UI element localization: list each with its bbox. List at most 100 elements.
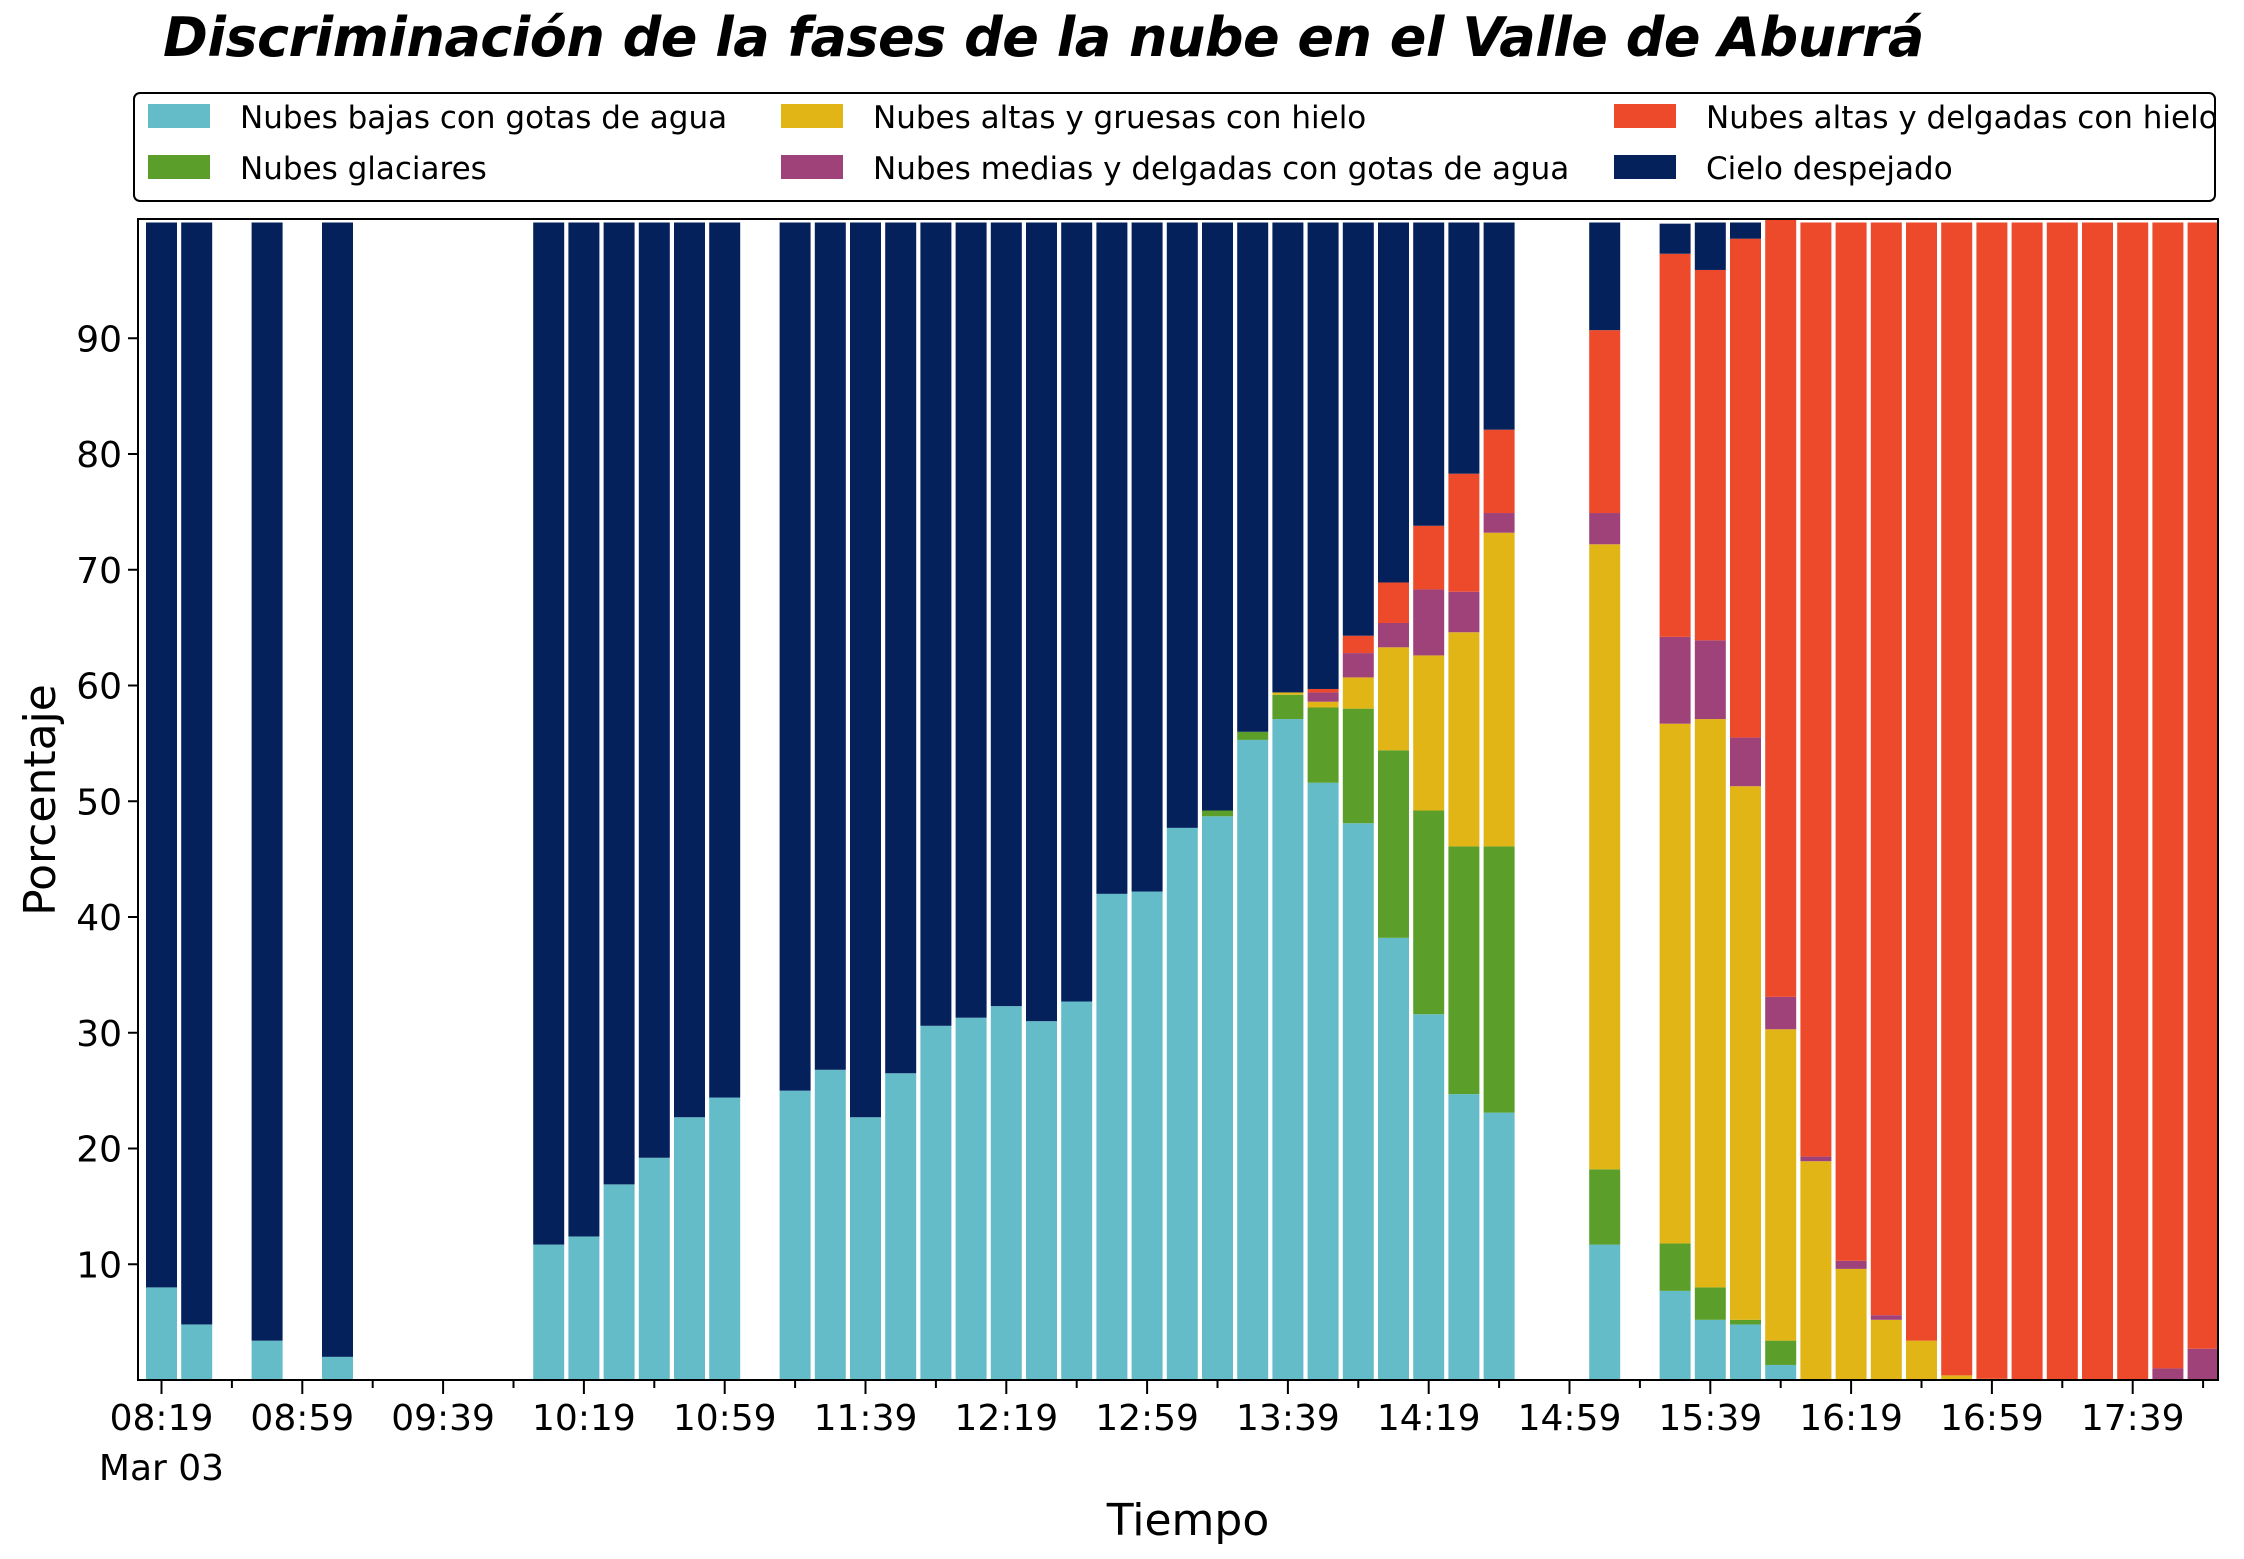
bar-segment-5-32 bbox=[1272, 222, 1304, 693]
bar-segment-4-48 bbox=[1835, 222, 1867, 1261]
legend-frame bbox=[133, 92, 2216, 202]
bar-segment-5-5 bbox=[322, 222, 353, 1357]
bar-segment-0-19 bbox=[814, 1069, 846, 1380]
x-tick-label-2: 09:39 bbox=[391, 1398, 495, 1439]
legend: Nubes bajas con gotas de agua Nubes glaci… bbox=[133, 92, 2218, 202]
bar-segment-2-34 bbox=[1342, 677, 1374, 709]
bar-segment-5-43 bbox=[1659, 223, 1691, 254]
y-axis-title: Porcentaje bbox=[15, 684, 66, 916]
bar-segment-2-48 bbox=[1835, 1268, 1867, 1380]
bar-segment-5-34 bbox=[1342, 222, 1374, 636]
bar-segment-2-32 bbox=[1272, 692, 1304, 695]
bar-segment-5-0 bbox=[146, 222, 177, 1288]
bar-segment-4-38 bbox=[1483, 429, 1515, 514]
x-tick-label-1: 08:59 bbox=[250, 1398, 354, 1439]
bar-segment-4-57 bbox=[2152, 222, 2184, 1369]
bar-segment-3-58 bbox=[2187, 1348, 2219, 1380]
bar-segment-0-43 bbox=[1659, 1290, 1691, 1380]
plot-frame bbox=[137, 218, 2219, 1381]
bar-segment-0-21 bbox=[885, 1073, 917, 1380]
bar-segment-0-34 bbox=[1342, 823, 1374, 1380]
bar-segment-4-43 bbox=[1659, 253, 1691, 637]
bar-segment-3-48 bbox=[1835, 1260, 1867, 1269]
bar-segment-5-38 bbox=[1483, 222, 1515, 430]
x-tick-label-9: 14:19 bbox=[1377, 1398, 1481, 1439]
bar-segment-1-30 bbox=[1202, 810, 1233, 817]
bar-segment-0-14 bbox=[638, 1157, 670, 1380]
bar-segment-4-53 bbox=[2011, 222, 2043, 1380]
x-tick-label-10: 14:59 bbox=[1518, 1398, 1622, 1439]
bar-segment-5-36 bbox=[1413, 222, 1445, 526]
bar-segment-2-46 bbox=[1765, 1029, 1797, 1341]
bar-segment-0-16 bbox=[709, 1097, 741, 1380]
bar-segment-4-49 bbox=[1870, 222, 1902, 1316]
bar-segment-2-36 bbox=[1413, 655, 1445, 811]
bar-segment-1-46 bbox=[1765, 1340, 1797, 1365]
bar-segment-2-41 bbox=[1589, 544, 1621, 1170]
bar-segment-5-24 bbox=[990, 222, 1022, 1007]
bar-segment-3-47 bbox=[1800, 1156, 1832, 1162]
bar-segment-4-52 bbox=[1976, 222, 2008, 1379]
bar-segment-0-1 bbox=[181, 1324, 213, 1380]
x-tick-label-13: 16:59 bbox=[1940, 1398, 2044, 1439]
bar-segment-1-45 bbox=[1730, 1319, 1761, 1325]
bar-segment-0-20 bbox=[850, 1117, 881, 1380]
y-tick-label-40: 40 bbox=[76, 898, 122, 939]
bar-segment-2-51 bbox=[1941, 1375, 1973, 1380]
bar-segment-0-30 bbox=[1202, 816, 1233, 1380]
bar-segment-5-41 bbox=[1589, 222, 1621, 331]
bar-segment-5-15 bbox=[674, 222, 705, 1118]
bar-segment-3-46 bbox=[1765, 996, 1797, 1030]
bar-segment-5-3 bbox=[251, 222, 283, 1341]
y-tick-label-50: 50 bbox=[76, 782, 122, 823]
bar-segment-2-35 bbox=[1378, 647, 1409, 751]
legend-label-0: Nubes bajas con gotas de agua bbox=[240, 100, 727, 136]
bar-segment-5-23 bbox=[955, 222, 987, 1018]
bar-segment-2-43 bbox=[1659, 723, 1691, 1244]
x-tick-label-5: 11:39 bbox=[814, 1398, 918, 1439]
bar-segment-3-35 bbox=[1378, 623, 1409, 648]
legend-swatch-5 bbox=[1614, 155, 1676, 179]
bar-segment-5-26 bbox=[1061, 222, 1093, 1002]
x-tick-label-4: 10:59 bbox=[673, 1398, 777, 1439]
bar-segment-4-44 bbox=[1694, 269, 1726, 641]
bar-segment-2-38 bbox=[1483, 532, 1515, 847]
bar-segment-0-25 bbox=[1026, 1021, 1057, 1380]
legend-swatch-3 bbox=[781, 155, 843, 179]
bar-segment-2-50 bbox=[1906, 1340, 1937, 1380]
bar-segment-0-13 bbox=[603, 1184, 635, 1380]
bar-segment-5-30 bbox=[1202, 222, 1233, 811]
bar-segment-2-37 bbox=[1448, 632, 1480, 847]
bar-segment-3-43 bbox=[1659, 636, 1691, 724]
bar-segment-0-11 bbox=[533, 1244, 565, 1380]
bar-segment-4-50 bbox=[1906, 222, 1937, 1341]
bar-segment-0-3 bbox=[251, 1340, 283, 1380]
bar-segment-2-45 bbox=[1730, 786, 1761, 1320]
bar-segment-4-51 bbox=[1941, 222, 1973, 1376]
bar-segment-0-26 bbox=[1061, 1001, 1093, 1380]
bar-segment-4-56 bbox=[2117, 222, 2149, 1380]
bar-segment-0-33 bbox=[1307, 782, 1339, 1380]
bar-segment-1-31 bbox=[1237, 731, 1269, 740]
x-tick-label-7: 12:59 bbox=[1095, 1398, 1199, 1439]
x-tick-label-8: 13:39 bbox=[1236, 1398, 1340, 1439]
bar-segment-5-18 bbox=[779, 222, 811, 1091]
bar-segment-5-16 bbox=[709, 222, 741, 1098]
bar-segment-1-43 bbox=[1659, 1243, 1691, 1291]
bar-segment-4-41 bbox=[1589, 330, 1621, 514]
chart-title: Discriminación de la fases de la nube en… bbox=[163, 6, 1924, 69]
bar-segment-0-22 bbox=[920, 1025, 952, 1380]
bar-segment-4-54 bbox=[2046, 222, 2078, 1380]
legend-swatch-2 bbox=[781, 104, 843, 128]
bar-segment-1-41 bbox=[1589, 1169, 1621, 1245]
bar-segment-5-35 bbox=[1378, 222, 1409, 583]
bar-segment-0-12 bbox=[568, 1236, 600, 1380]
bar-segment-5-27 bbox=[1096, 222, 1128, 894]
bar-segment-5-19 bbox=[814, 222, 846, 1070]
bar-segment-2-49 bbox=[1870, 1319, 1902, 1380]
bar-segment-1-36 bbox=[1413, 810, 1445, 1015]
x-tick-label-12: 16:19 bbox=[1799, 1398, 1903, 1439]
legend-label-4: Nubes altas y delgadas con hielo bbox=[1706, 100, 2218, 136]
bar-segment-5-14 bbox=[638, 222, 670, 1158]
